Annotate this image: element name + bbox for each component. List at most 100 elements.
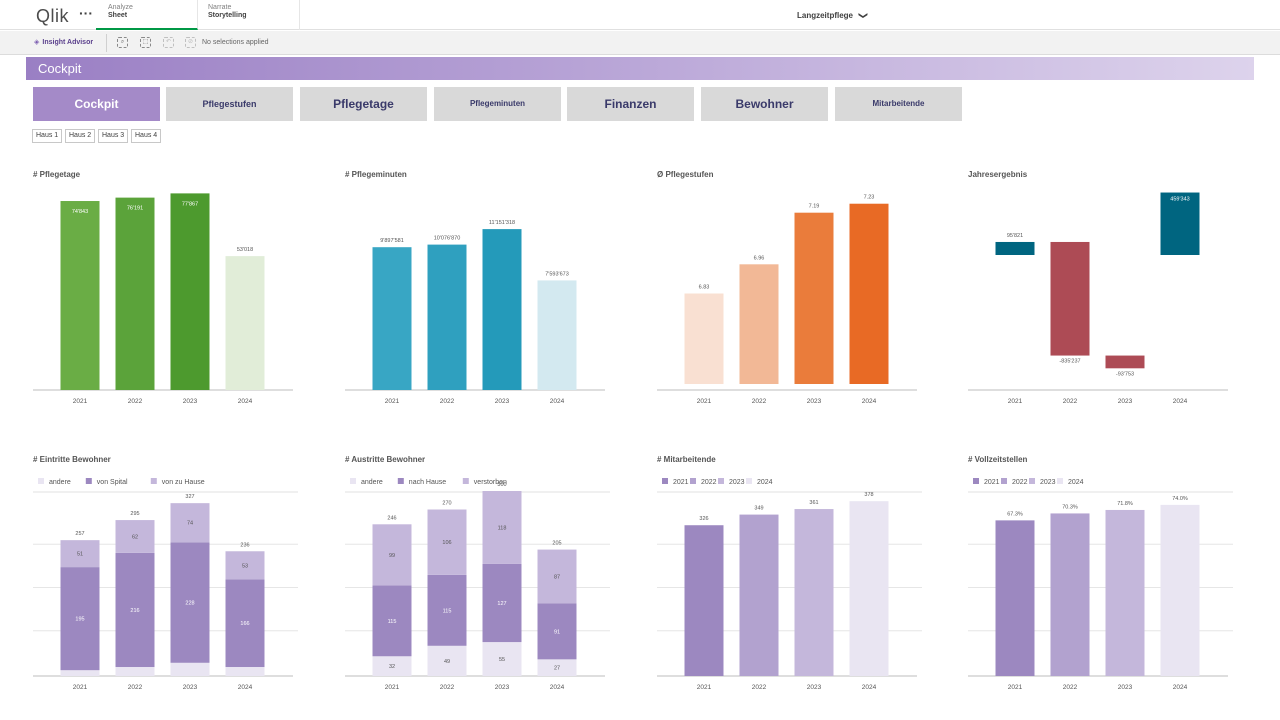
bar [684, 293, 724, 384]
segment-label: 27 [554, 666, 560, 672]
nav-button-mitarbeitende[interactable]: Mitarbeitende [835, 87, 962, 121]
bar [739, 514, 779, 676]
bar [482, 229, 522, 390]
chart-eintritte-bewohner[interactable]: # Eintritte Bewohner andere von Spital von … [33, 455, 298, 700]
stacked-segment [115, 667, 155, 676]
chart-plot: 2021 2022 2023 2024 95'821 -835'237 -93'753 459… [968, 192, 1228, 405]
segment-label: 91 [554, 629, 560, 635]
filter-haus-1[interactable]: Haus 1 [32, 129, 63, 143]
clear-selections-icon[interactable]: ⊘ [185, 37, 196, 48]
legend-swatch [150, 478, 157, 484]
chart-plot: 2021 2022 2023 2024 74'843 76'191 77'867 53'018 [33, 193, 293, 405]
stacked-segment [170, 542, 210, 663]
stacked-segment [427, 645, 467, 676]
filter-haus-4[interactable]: Haus 4 [131, 129, 162, 143]
nav-button-cockpit[interactable]: Cockpit [33, 87, 160, 121]
filter-haus-3[interactable]: Haus 3 [98, 129, 129, 143]
data-label: 67.3% [1007, 511, 1023, 517]
more-menu-icon[interactable]: ··· [79, 5, 93, 21]
chart-jahresergebnis[interactable]: Jahresergebnis 2021 2022 2023 2024 95'821 -835… [968, 170, 1233, 415]
nav-button-bewohner[interactable]: Bewohner [701, 87, 828, 121]
x-tick-label: 2022 [128, 398, 143, 405]
legend-label: 2024 [757, 479, 773, 486]
nav-button-pflegestufen[interactable]: Pflegestufen [166, 87, 293, 121]
legend-swatch [462, 478, 469, 484]
legend-label: 2022 [701, 479, 717, 486]
data-label: 9'897'581 [380, 238, 404, 244]
bar [225, 256, 265, 390]
tab-narrate[interactable]: Narrate Storytelling [196, 0, 300, 30]
legend-swatch [350, 478, 356, 484]
x-tick-label: 2022 [1063, 398, 1078, 405]
bar [1160, 504, 1200, 676]
no-selections-text: No selections applied [202, 39, 269, 46]
legend-swatch [1001, 478, 1007, 484]
x-tick-label: 2023 [495, 398, 510, 405]
x-tick-label: 2022 [752, 684, 767, 691]
legend-swatch [690, 478, 696, 484]
total-label: 270 [442, 501, 451, 507]
chart-title: # Austritte Bewohner [345, 455, 426, 464]
segment-label: 166 [240, 621, 249, 627]
data-label: 74'843 [72, 209, 88, 215]
chart-title: Jahresergebnis [968, 170, 1028, 179]
chart-vollzeitstellen[interactable]: # Vollzeitstellen 2021 2022 2023 2024 2021 202… [968, 455, 1233, 700]
data-label: 11'151'318 [489, 220, 515, 226]
chart-plot: 2021 2022 2023 2024 2021 2022 2023 2024 326 349 36… [657, 478, 922, 691]
chart-mitarbeitende[interactable]: # Mitarbeitende 2021 2022 2023 2024 2021 2022 2… [657, 455, 922, 700]
insight-advisor-button[interactable]: ◈ Insight Advisor [34, 38, 93, 46]
legend-label: 2024 [1068, 479, 1084, 486]
x-tick-label: 2022 [128, 684, 143, 691]
data-label: 459'343 [1170, 197, 1189, 203]
x-tick-label: 2022 [440, 684, 455, 691]
segment-label: 51 [77, 552, 83, 558]
x-tick-label: 2023 [1118, 398, 1133, 405]
x-tick-label: 2024 [1173, 398, 1188, 405]
stacked-segment [225, 551, 265, 580]
app-selector[interactable]: Langzeitpflege ❯ [797, 10, 869, 21]
legend-swatch [662, 478, 668, 484]
top-bar: Qlik ··· Analyze Sheet Narrate Storytell… [0, 0, 1280, 30]
selections-tool-icon[interactable]: ⬚ [140, 37, 151, 48]
chart-austritte-bewohner[interactable]: # Austritte Bewohner andere nach Hause vers… [345, 455, 610, 700]
nav-button-pflegetage[interactable]: Pflegetage [300, 87, 427, 121]
segment-label: 62 [132, 534, 138, 540]
bar [427, 244, 467, 390]
x-tick-label: 2021 [385, 684, 400, 691]
tab-analyze[interactable]: Analyze Sheet [96, 0, 198, 30]
data-label: 6.96 [754, 255, 765, 261]
stacked-segment [170, 503, 210, 543]
bar [849, 501, 889, 676]
tab-analyze-label: Analyze [108, 4, 133, 11]
x-tick-label: 2023 [1118, 684, 1133, 691]
total-label: 246 [387, 515, 396, 521]
chart-pflegetage[interactable]: # Pflegetage 2021 2022 2023 2024 74'843 76'191… [33, 170, 298, 415]
legend-swatch [397, 478, 404, 484]
filter-haus-2[interactable]: Haus 2 [65, 129, 96, 143]
bar [60, 201, 100, 390]
segment-label: 115 [388, 619, 397, 625]
chart-pflegestufen[interactable]: Ø Pflegestufen 2021 2022 2023 2024 6.83 6.96 7.… [657, 170, 922, 415]
x-tick-label: 2024 [238, 684, 253, 691]
step-back-icon[interactable]: ↶ [163, 37, 174, 48]
smart-search-icon[interactable]: ⌕ [117, 37, 128, 48]
stacked-segment [225, 579, 265, 668]
segment-label: 115 [443, 608, 452, 614]
chart-title: # Pflegeminuten [345, 170, 407, 179]
total-label: 295 [130, 511, 139, 517]
stacked-segment [372, 656, 412, 676]
nav-button-finanzen[interactable]: Finanzen [567, 87, 694, 121]
stacked-segment [482, 563, 522, 643]
app-name: Langzeitpflege [797, 11, 854, 20]
stacked-segment [427, 574, 467, 646]
data-label: 74.0% [1172, 496, 1188, 502]
legend-label: 2021 [673, 479, 689, 486]
nav-button-pflegeminuten[interactable]: Pflegeminuten [434, 87, 561, 121]
stacked-segment [115, 552, 155, 668]
x-tick-label: 2024 [550, 684, 565, 691]
qlik-logo[interactable]: Qlik [36, 6, 69, 26]
chart-plot: andere nach Hause verstorben 2021 2022 2023 20… [345, 478, 610, 691]
x-tick-label: 2022 [440, 398, 455, 405]
total-label: 300 [497, 482, 506, 488]
chart-pflegeminuten[interactable]: # Pflegeminuten 2021 2022 2023 2024 9'897'581… [345, 170, 610, 415]
